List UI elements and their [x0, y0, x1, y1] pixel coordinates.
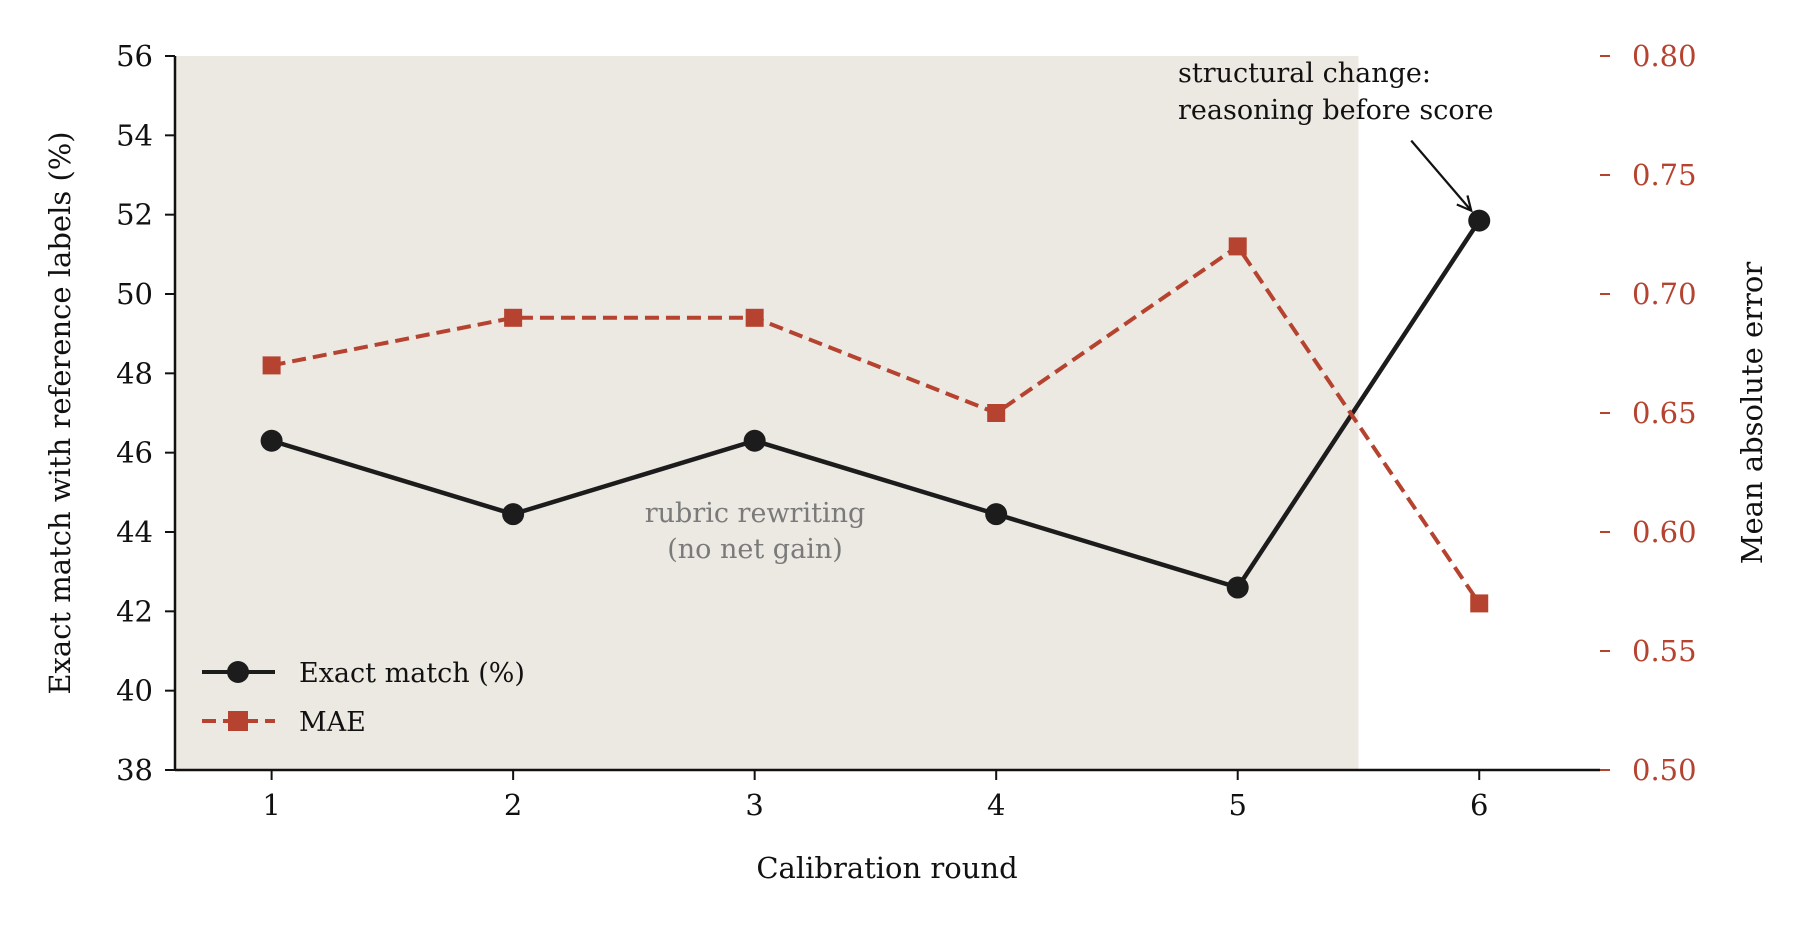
shade-annotation-line2: (no net gain): [667, 534, 843, 565]
right-tick-label: 0.70: [1632, 277, 1697, 311]
point-mae: [987, 404, 1006, 422]
point-exact-match: [260, 429, 283, 452]
arrow-shaft: [1410, 139, 1473, 212]
point-exact-match: [743, 429, 766, 452]
legend-label-mae: MAE: [299, 707, 366, 738]
left-tick-label: 44: [116, 515, 153, 549]
series-line-exact-match: [270, 219, 1482, 590]
legend-marker-exact-match: [227, 661, 249, 683]
point-exact-match: [1468, 209, 1491, 232]
point-mae: [1228, 237, 1247, 256]
series-line-mae: [271, 244, 1481, 605]
series-layer: [260, 209, 1491, 613]
point-mae: [745, 308, 764, 327]
arrow-annotation-line2: reasoning before score: [1178, 95, 1493, 126]
x-axis-ticks: 1 2 3 4 5 6: [262, 770, 1488, 822]
right-tick-label: 0.50: [1632, 753, 1697, 787]
left-tick-label: 56: [116, 39, 153, 73]
x-tick-label: 6: [1470, 788, 1488, 822]
x-tick-label: 4: [987, 788, 1005, 822]
point-exact-match: [502, 503, 525, 526]
left-tick-label: 38: [116, 753, 153, 787]
right-tick-label: 0.60: [1632, 515, 1697, 549]
point-exact-match: [1226, 576, 1249, 599]
right-tick-label: 0.55: [1632, 634, 1697, 668]
left-tick-label: 40: [116, 674, 153, 708]
shade-annotation-line1: rubric rewriting: [645, 498, 866, 529]
left-tick-label: 54: [116, 118, 153, 152]
x-tick-label: 1: [262, 788, 280, 822]
point-exact-match: [985, 503, 1008, 526]
x-axis-label: Calibration round: [756, 851, 1017, 885]
legend: Exact match (%) MAE: [202, 658, 525, 738]
left-tick-label: 52: [116, 198, 153, 232]
left-tick-label: 50: [116, 277, 153, 311]
annotation-arrow: [1410, 139, 1473, 213]
point-mae: [1470, 594, 1489, 613]
arrow-annotation-line1: structural change:: [1178, 58, 1431, 89]
x-tick-label: 3: [745, 788, 763, 822]
arrow-head: [1456, 195, 1473, 213]
legend-marker-mae: [228, 711, 248, 731]
right-axis-label: Mean absolute error: [1735, 262, 1769, 565]
left-tick-label: 48: [116, 356, 153, 390]
left-tick-label: 46: [116, 436, 153, 470]
right-tick-label: 0.65: [1632, 396, 1697, 430]
x-tick-label: 2: [504, 788, 522, 822]
left-tick-label: 42: [116, 594, 153, 628]
axes: [173, 56, 1600, 772]
left-axis-label: Exact match with reference labels (%): [43, 131, 77, 694]
legend-label-exact-match: Exact match (%): [299, 658, 525, 689]
right-axis-ticks: 0.50 0.55 0.60 0.65 0.70 0.75 0.80: [1600, 39, 1697, 787]
right-tick-label: 0.80: [1632, 39, 1697, 73]
x-tick-label: 5: [1228, 788, 1246, 822]
left-axis-ticks: 38 40 42 44 46 48 50 52 54 56: [116, 39, 175, 787]
point-mae: [504, 308, 523, 327]
point-mae: [262, 356, 281, 375]
right-tick-label: 0.75: [1632, 158, 1697, 192]
shaded-region-rubric-rewriting: [175, 56, 1359, 770]
